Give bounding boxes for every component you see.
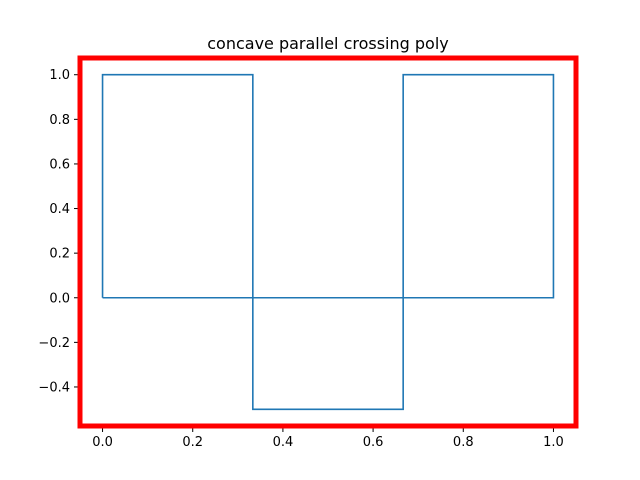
y-tick-label: 0.6 bbox=[49, 157, 70, 172]
plot-area bbox=[101, 73, 555, 411]
x-tick-label: 0.8 bbox=[453, 435, 474, 450]
x-axis: 0.0 0.2 0.4 0.6 0.8 1.0 bbox=[92, 426, 564, 450]
y-tick-label: −0.4 bbox=[38, 380, 70, 395]
chart-title: concave parallel crossing poly bbox=[207, 34, 449, 53]
y-tick-label: −0.2 bbox=[38, 336, 70, 351]
y-tick-label: 0.4 bbox=[49, 202, 70, 217]
axes-frame bbox=[77, 55, 579, 429]
x-tick-label: 0.2 bbox=[182, 435, 203, 450]
x-tick-label: 0.0 bbox=[92, 435, 113, 450]
y-tick-label: 0.2 bbox=[49, 247, 70, 262]
x-tick-label: 0.6 bbox=[363, 435, 384, 450]
y-tick-label: 1.0 bbox=[49, 68, 70, 83]
x-tick-label: 1.0 bbox=[543, 435, 564, 450]
y-tick-label: 0.8 bbox=[49, 113, 70, 128]
x-tick-label: 0.4 bbox=[273, 435, 294, 450]
series-line-0 bbox=[101, 73, 555, 411]
y-axis: −0.4 −0.2 0.0 0.2 0.4 0.6 0.8 1.0 bbox=[38, 68, 80, 395]
y-tick-label: 0.0 bbox=[49, 291, 70, 306]
